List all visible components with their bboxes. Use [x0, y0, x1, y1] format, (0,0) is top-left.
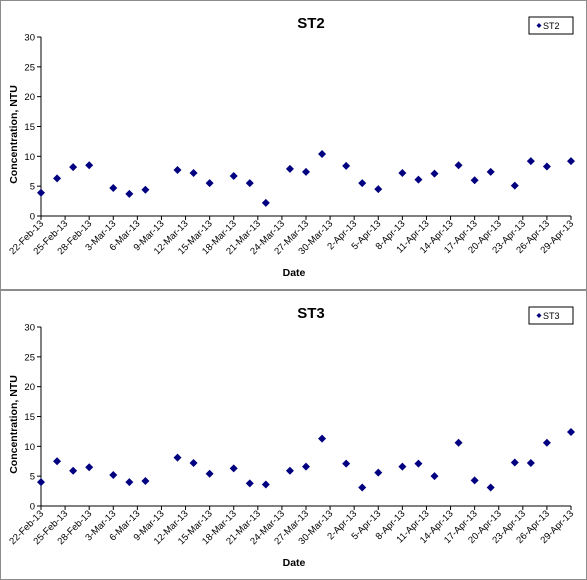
- data-point: [414, 459, 423, 468]
- data-point: [125, 478, 134, 487]
- data-point: [245, 479, 254, 488]
- y-tick-label: 10: [24, 442, 35, 453]
- legend-label: ST3: [543, 311, 560, 321]
- data-point: [141, 476, 150, 485]
- data-point: [109, 183, 118, 192]
- data-point: [454, 438, 463, 447]
- y-tick-label: 15: [24, 122, 35, 133]
- data-point: [285, 466, 294, 475]
- data-point: [53, 457, 62, 466]
- data-point: [342, 161, 351, 170]
- data-point: [109, 470, 118, 479]
- y-tick-label: 5: [30, 182, 35, 193]
- y-axis-label: Concentration, NTU: [8, 85, 20, 184]
- y-tick-label: 30: [24, 33, 35, 44]
- data-point: [69, 466, 78, 475]
- data-point: [430, 169, 439, 178]
- data-point: [318, 434, 327, 443]
- data-point: [285, 164, 294, 173]
- legend-label: ST2: [543, 21, 560, 31]
- y-tick-label: 5: [30, 472, 35, 483]
- y-tick-label: 20: [24, 382, 35, 393]
- data-point: [53, 174, 62, 183]
- data-point: [37, 188, 45, 197]
- data-point: [414, 175, 423, 184]
- y-tick-label: 15: [24, 412, 35, 423]
- chart-panel-st3: ST3 0 5 10 15 20 25 30 22-Feb-13 25-Feb-13 28-Feb-…: [0, 290, 587, 580]
- legend-box: [528, 306, 574, 325]
- y-tick-label: 0: [30, 212, 35, 223]
- data-point: [229, 172, 238, 181]
- data-point: [261, 480, 270, 489]
- chart-svg-st3: ST305101520253022-Feb-1325-Feb-1328-Feb-…: [7, 305, 576, 569]
- y-tick-label: 30: [24, 323, 35, 334]
- legend-marker: [536, 313, 542, 318]
- chart-title: ST2: [297, 15, 325, 32]
- data-point: [302, 167, 310, 176]
- y-axis-label: Concentration, NTU: [8, 375, 20, 474]
- data-point: [205, 469, 214, 478]
- y-tick-label: 10: [24, 152, 35, 163]
- data-point: [374, 468, 383, 477]
- data-point: [398, 462, 407, 471]
- data-point: [318, 149, 327, 158]
- data-point: [173, 166, 182, 175]
- legend: ST2: [528, 16, 574, 35]
- data-point: [189, 459, 198, 468]
- y-tick-label: 25: [24, 352, 35, 363]
- data-point: [205, 179, 214, 188]
- data-point: [510, 181, 519, 190]
- data-point: [526, 157, 535, 166]
- data-point: [173, 453, 182, 462]
- data-point: [302, 462, 310, 471]
- data-point: [229, 464, 238, 473]
- legend: ST3: [528, 306, 574, 325]
- data-point: [245, 179, 254, 188]
- data-point: [567, 157, 575, 166]
- data-point: [342, 459, 351, 468]
- data-point: [85, 161, 94, 170]
- data-point: [542, 438, 551, 447]
- chart-title: ST3: [297, 305, 325, 322]
- legend-box: [528, 16, 574, 35]
- data-point: [430, 472, 439, 481]
- data-point: [526, 459, 535, 468]
- x-axis-label: Date: [283, 557, 306, 569]
- y-tick-label: 0: [30, 502, 35, 513]
- chart-panel-st2: ST2 0 5 10 15 20 25 30 22-Feb-13 25-Feb-13 28-Feb-…: [0, 0, 587, 290]
- data-point: [358, 179, 367, 188]
- data-point: [189, 169, 198, 178]
- y-tick-label: 20: [24, 92, 35, 103]
- data-point: [125, 189, 134, 198]
- chart-svg-st2: ST205101520253022-Feb-1325-Feb-1328-Feb-…: [7, 15, 576, 279]
- data-point: [374, 185, 383, 194]
- data-point: [261, 198, 270, 207]
- data-point: [486, 483, 495, 492]
- data-point: [398, 169, 407, 178]
- data-point: [85, 463, 94, 472]
- data-point: [358, 483, 367, 492]
- data-point: [486, 167, 495, 176]
- data-point: [454, 161, 463, 170]
- y-tick-label: 25: [24, 62, 35, 73]
- data-point: [37, 478, 45, 487]
- x-axis-label: Date: [283, 267, 306, 279]
- data-point: [510, 458, 519, 467]
- data-point: [542, 162, 551, 171]
- data-point: [470, 176, 479, 185]
- data-point: [567, 428, 575, 437]
- legend-marker: [536, 23, 542, 28]
- data-point: [69, 163, 78, 172]
- data-point: [470, 476, 479, 485]
- data-point: [141, 185, 150, 194]
